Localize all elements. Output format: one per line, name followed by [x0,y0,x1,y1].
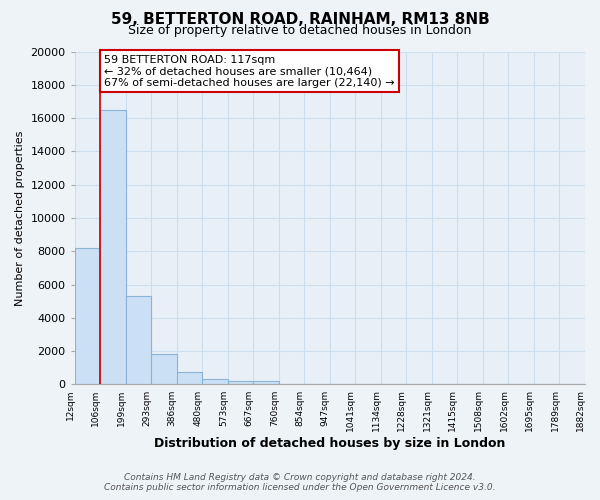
Y-axis label: Number of detached properties: Number of detached properties [15,130,25,306]
Text: Size of property relative to detached houses in London: Size of property relative to detached ho… [128,24,472,37]
Text: 59, BETTERTON ROAD, RAINHAM, RM13 8NB: 59, BETTERTON ROAD, RAINHAM, RM13 8NB [110,12,490,28]
Bar [253,381,279,384]
Bar [75,248,100,384]
Text: 59 BETTERTON ROAD: 117sqm
← 32% of detached houses are smaller (10,464)
67% of s: 59 BETTERTON ROAD: 117sqm ← 32% of detac… [104,55,395,88]
Bar [126,296,151,384]
Bar [151,354,177,384]
Bar [202,380,228,384]
X-axis label: Distribution of detached houses by size in London: Distribution of detached houses by size … [154,437,506,450]
Text: Contains HM Land Registry data © Crown copyright and database right 2024.
Contai: Contains HM Land Registry data © Crown c… [104,473,496,492]
Bar [228,381,253,384]
Bar [100,110,126,384]
Bar [177,372,202,384]
